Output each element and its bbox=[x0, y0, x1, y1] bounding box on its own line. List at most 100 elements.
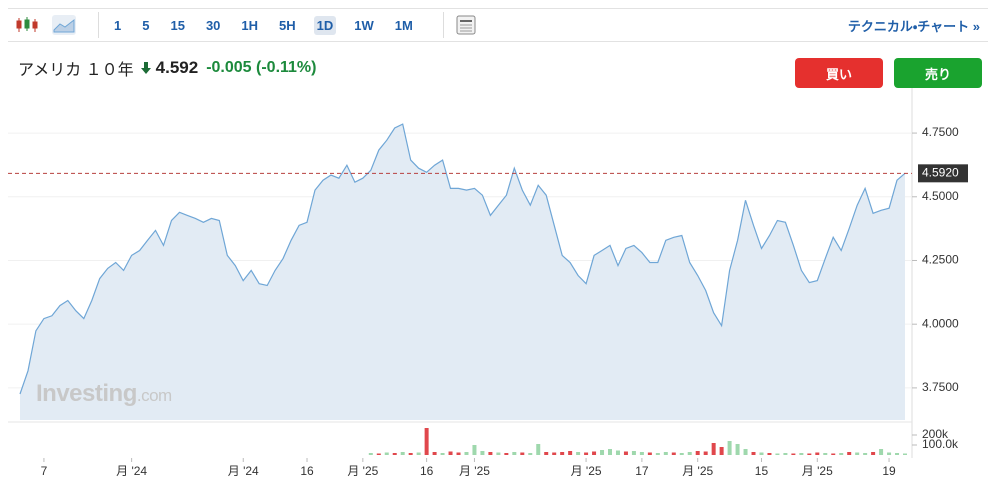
volume-bar bbox=[552, 452, 557, 455]
volume-bar bbox=[576, 452, 581, 455]
volume-bar bbox=[879, 449, 884, 455]
volume-bar bbox=[440, 453, 445, 455]
price-tag-label: 4.5920 bbox=[922, 166, 959, 180]
volume-bar bbox=[791, 453, 796, 455]
x-tick-label: 17 bbox=[635, 464, 649, 478]
volume-bar bbox=[480, 451, 485, 455]
volume-bar bbox=[679, 453, 684, 455]
volume-bar bbox=[703, 451, 708, 455]
interval[interactable]: 5 bbox=[142, 17, 150, 33]
volume-bar bbox=[759, 452, 764, 455]
sell-button[interactable]: 売り bbox=[894, 58, 982, 88]
volume-bar bbox=[488, 452, 493, 455]
watermark-brand: Investing bbox=[36, 380, 137, 407]
volume-bar bbox=[743, 449, 748, 455]
x-tick-label: 19 bbox=[882, 464, 896, 478]
volume-bar bbox=[815, 452, 820, 455]
volume-bar bbox=[831, 453, 836, 455]
interval[interactable]: 5H bbox=[279, 17, 296, 33]
watermark-suffix: .com bbox=[136, 386, 172, 405]
volume-bar bbox=[623, 451, 628, 455]
area-fill bbox=[20, 124, 905, 420]
y-tick-label: 4.0000 bbox=[922, 316, 959, 330]
volume-bar bbox=[600, 450, 605, 455]
x-tick-label: 月 '25 bbox=[802, 464, 833, 478]
instrument-header: アメリカ １０年 4.592 -0.005 (-0.11%) bbox=[18, 56, 316, 80]
volume-bar bbox=[631, 451, 636, 455]
volume-bar bbox=[560, 452, 565, 455]
volume-bar bbox=[639, 452, 644, 455]
x-tick-label: 月 '25 bbox=[682, 464, 713, 478]
volume-bar bbox=[663, 452, 668, 455]
toolbar: 1 5 15 30 1H 5H 1D 1W 1M テクニカル・チャート » bbox=[8, 8, 988, 42]
y-tick-label: 3.7500 bbox=[922, 380, 959, 394]
y-tick-label: 4.5000 bbox=[922, 189, 959, 203]
separator bbox=[442, 12, 444, 38]
volume-bar bbox=[592, 451, 597, 455]
x-tick-label: 月 '24 bbox=[228, 464, 259, 478]
volume-bar bbox=[695, 451, 700, 455]
volume-bar bbox=[464, 452, 469, 455]
volume-bar bbox=[512, 452, 517, 455]
price-change: -0.005 (-0.11%) bbox=[206, 59, 317, 76]
volume-bar bbox=[544, 452, 549, 455]
volume-bar bbox=[392, 453, 397, 455]
x-tick-label: 月 '25 bbox=[571, 464, 602, 478]
volume-bar bbox=[775, 453, 780, 455]
volume-bar bbox=[735, 444, 740, 455]
price-tag bbox=[918, 164, 968, 183]
area-icon[interactable] bbox=[52, 15, 76, 35]
volume-bar bbox=[855, 452, 860, 455]
interval[interactable]: 1W bbox=[354, 17, 374, 33]
volume-bar bbox=[687, 452, 692, 455]
interval[interactable]: 30 bbox=[205, 17, 221, 33]
volume-bar bbox=[504, 453, 509, 455]
instrument-name: アメリカ １０年 bbox=[18, 62, 134, 79]
technical-chart-link[interactable]: テクニカル・チャート » bbox=[847, 18, 980, 34]
x-tick-label: 16 bbox=[300, 464, 314, 478]
interval[interactable]: 1 bbox=[114, 17, 122, 33]
volume-bar bbox=[647, 452, 652, 455]
volume-bar bbox=[751, 452, 756, 455]
volume-bar bbox=[839, 453, 844, 455]
volume-bar bbox=[863, 453, 868, 455]
volume-bar bbox=[719, 447, 724, 455]
volume-bar bbox=[424, 428, 429, 455]
volume-bar bbox=[456, 452, 461, 455]
x-tick-label: 月 '25 bbox=[347, 464, 378, 478]
x-tick-label: 月 '24 bbox=[116, 464, 147, 478]
volume-bar bbox=[783, 453, 788, 455]
volume-bar bbox=[767, 453, 772, 455]
volume-bar bbox=[568, 451, 573, 455]
volume-bar bbox=[496, 452, 501, 455]
volume-bar bbox=[416, 452, 421, 455]
separator bbox=[98, 12, 99, 38]
x-tick-label: 月 '25 bbox=[459, 464, 490, 478]
y-tick-label: 100.0k bbox=[922, 437, 959, 451]
candle-icon[interactable] bbox=[16, 16, 38, 34]
volume-bar bbox=[408, 453, 413, 455]
buy-button[interactable]: 買い bbox=[795, 58, 883, 88]
x-tick-label: 15 bbox=[755, 464, 769, 478]
interval[interactable]: 15 bbox=[170, 17, 185, 33]
y-tick-label: 200k bbox=[922, 427, 949, 441]
volume-bar bbox=[799, 453, 804, 455]
volume-bar bbox=[400, 452, 405, 455]
interval[interactable]: 1D bbox=[313, 15, 337, 35]
volume-bar bbox=[520, 452, 525, 455]
volume-bar bbox=[671, 452, 676, 455]
interval[interactable]: 1H bbox=[241, 17, 259, 33]
volume-bar bbox=[528, 453, 533, 455]
volume-bar bbox=[903, 453, 907, 455]
x-tick-label: 16 bbox=[420, 464, 434, 478]
volume-bar bbox=[887, 452, 892, 455]
watermark: Investing.com bbox=[36, 380, 172, 408]
volume-bar bbox=[847, 452, 852, 455]
volume-bar bbox=[584, 452, 589, 455]
volume-bar bbox=[807, 453, 812, 455]
table-icon[interactable] bbox=[456, 15, 476, 35]
interval[interactable]: 1M bbox=[394, 17, 413, 33]
